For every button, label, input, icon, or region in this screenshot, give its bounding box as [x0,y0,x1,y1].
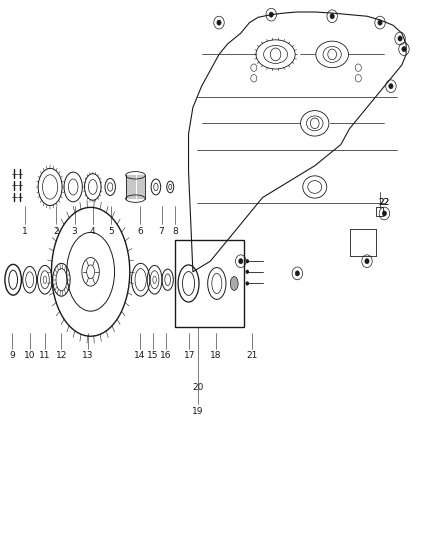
Text: 17: 17 [184,351,195,360]
Circle shape [365,259,369,264]
Circle shape [269,12,273,17]
Text: 6: 6 [137,227,143,236]
Text: 3: 3 [72,227,78,236]
Text: 13: 13 [82,351,93,360]
Text: 16: 16 [160,351,172,360]
Text: 21: 21 [246,351,258,360]
Text: 19: 19 [192,407,204,416]
Text: 2: 2 [53,227,59,236]
Text: 11: 11 [39,351,51,360]
Bar [376,207,383,216]
Text: 15: 15 [147,351,159,360]
Circle shape [382,211,387,216]
Text: 18: 18 [210,351,221,360]
Text: 20: 20 [192,383,204,392]
Text: 22: 22 [379,198,390,207]
Bar [176,240,244,327]
Circle shape [246,259,249,263]
Circle shape [239,259,243,264]
Text: 8: 8 [173,227,178,236]
Circle shape [246,270,249,274]
Circle shape [330,13,334,19]
Circle shape [378,20,382,25]
Text: 7: 7 [159,227,164,236]
Ellipse shape [230,277,238,290]
Text: 14: 14 [134,351,145,360]
Text: 5: 5 [108,227,114,236]
Circle shape [295,271,300,276]
Circle shape [217,20,221,25]
Circle shape [389,84,393,89]
Text: 22: 22 [379,198,390,207]
Text: 12: 12 [56,351,67,360]
Circle shape [246,281,249,286]
Text: 9: 9 [9,351,15,360]
Text: 1: 1 [22,227,28,236]
Circle shape [402,46,406,52]
Text: 10: 10 [24,351,35,360]
Circle shape [398,36,402,41]
Text: 4: 4 [90,227,95,236]
